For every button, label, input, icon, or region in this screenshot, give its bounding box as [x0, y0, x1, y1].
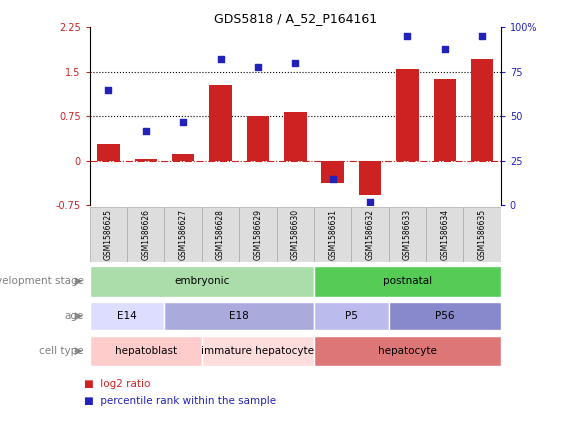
Point [478, 33, 487, 40]
Bar [314, 266, 501, 297]
Bar [247, 116, 269, 161]
Text: GSM1586627: GSM1586627 [179, 209, 188, 260]
Point [328, 175, 338, 182]
Text: hepatoblast: hepatoblast [115, 346, 177, 356]
Point [141, 127, 151, 134]
Text: GSM1586631: GSM1586631 [328, 209, 337, 260]
Bar [90, 302, 164, 330]
Bar [321, 161, 344, 183]
Bar [463, 207, 501, 262]
Bar [239, 207, 277, 262]
Bar [389, 207, 426, 262]
Point [178, 118, 188, 125]
Text: age: age [65, 311, 84, 321]
Bar [314, 302, 389, 330]
Bar [172, 154, 195, 161]
Bar [314, 207, 351, 262]
Bar [359, 161, 381, 195]
Text: GSM1586629: GSM1586629 [254, 209, 262, 260]
Point [104, 86, 113, 93]
Bar [90, 266, 314, 297]
Bar [389, 302, 501, 330]
Bar [202, 336, 314, 366]
Bar [164, 302, 314, 330]
Text: postnatal: postnatal [383, 276, 432, 286]
Text: GSM1586628: GSM1586628 [216, 209, 225, 260]
Bar [426, 207, 463, 262]
Text: embryonic: embryonic [174, 276, 229, 286]
Bar [314, 336, 501, 366]
Title: GDS5818 / A_52_P164161: GDS5818 / A_52_P164161 [214, 12, 377, 25]
Text: GSM1586632: GSM1586632 [365, 209, 375, 260]
Text: GSM1586626: GSM1586626 [141, 209, 151, 260]
Bar [351, 207, 389, 262]
Bar [90, 207, 127, 262]
Point [253, 63, 262, 70]
Point [440, 45, 449, 52]
Point [403, 33, 412, 40]
Bar [284, 112, 306, 161]
Text: cell type: cell type [39, 346, 84, 356]
Bar [127, 207, 164, 262]
Bar [471, 59, 493, 161]
Text: GSM1586630: GSM1586630 [291, 209, 300, 260]
Text: E14: E14 [117, 311, 137, 321]
Bar [90, 336, 202, 366]
Point [291, 60, 300, 66]
Text: GSM1586625: GSM1586625 [104, 209, 113, 260]
Point [216, 56, 225, 63]
Text: GSM1586633: GSM1586633 [403, 209, 412, 260]
Bar [134, 159, 157, 161]
Text: E18: E18 [229, 311, 249, 321]
Bar [434, 79, 456, 161]
Text: GSM1586635: GSM1586635 [478, 209, 486, 260]
Bar [277, 207, 314, 262]
Text: ■  log2 ratio: ■ log2 ratio [84, 379, 151, 389]
Text: hepatocyte: hepatocyte [378, 346, 437, 356]
Bar [202, 207, 239, 262]
Bar [97, 144, 120, 161]
Bar [210, 85, 232, 161]
Point [365, 198, 375, 205]
Text: P56: P56 [435, 311, 455, 321]
Text: immature hepatocyte: immature hepatocyte [201, 346, 314, 356]
Bar [164, 207, 202, 262]
Text: P5: P5 [345, 311, 358, 321]
Bar [396, 69, 419, 161]
Text: GSM1586634: GSM1586634 [440, 209, 449, 260]
Text: ■  percentile rank within the sample: ■ percentile rank within the sample [84, 396, 276, 406]
Text: development stage: development stage [0, 276, 84, 286]
